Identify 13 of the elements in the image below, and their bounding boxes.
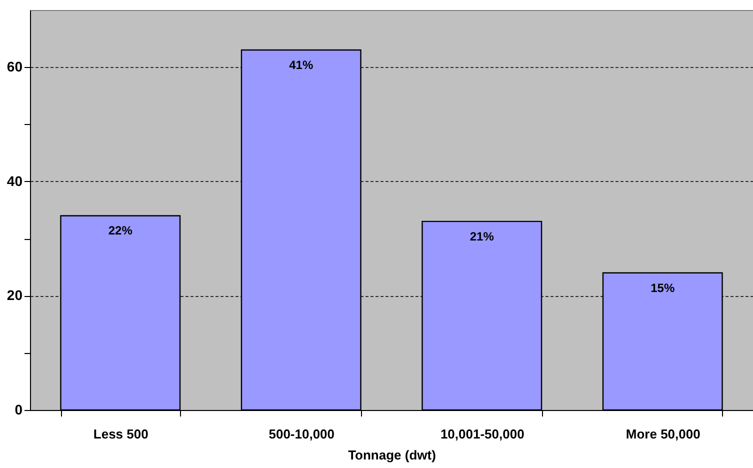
annotation: 41% bbox=[289, 58, 314, 72]
annotation: 21% bbox=[470, 229, 494, 244]
x-tick-label: More 50,000 bbox=[626, 426, 700, 442]
y-tick-label: 40 bbox=[6, 172, 23, 189]
y-tick-label: 60 bbox=[6, 58, 23, 75]
y-tick-label: 0 bbox=[14, 402, 23, 418]
annotation: 22% bbox=[108, 224, 133, 238]
annotation: 15% bbox=[650, 280, 675, 295]
x-tick-label: Less 500 bbox=[93, 426, 148, 442]
x-tick-label: 10,001-50,000 bbox=[440, 426, 524, 442]
y-tick-label: 20 bbox=[6, 287, 23, 304]
x-axis-title: Tonnage (dwt) bbox=[348, 448, 436, 462]
x-tick-label: 500-10,000 bbox=[268, 426, 335, 442]
